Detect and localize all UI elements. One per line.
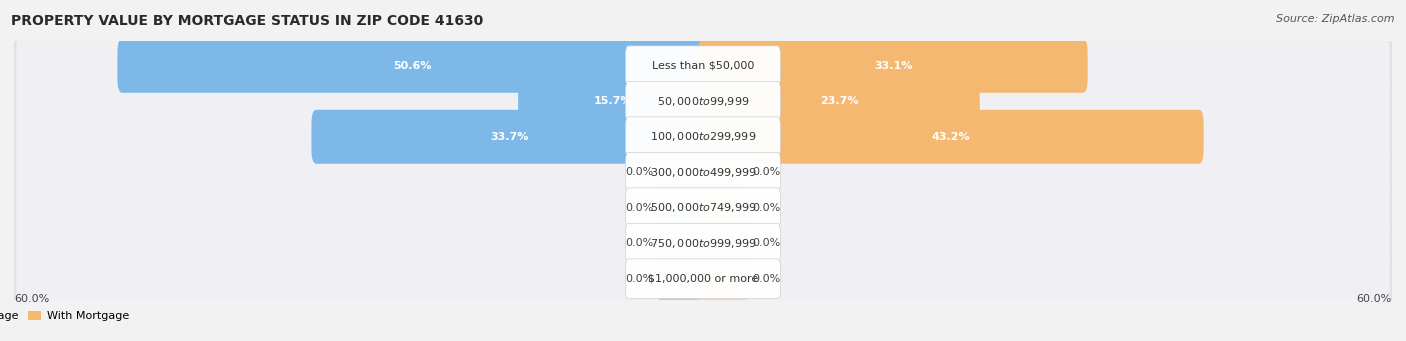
FancyBboxPatch shape	[626, 152, 780, 192]
Text: 0.0%: 0.0%	[626, 167, 654, 177]
FancyBboxPatch shape	[17, 75, 1389, 128]
Text: Source: ZipAtlas.com: Source: ZipAtlas.com	[1277, 14, 1395, 24]
Text: $300,000 to $499,999: $300,000 to $499,999	[650, 166, 756, 179]
FancyBboxPatch shape	[699, 216, 748, 270]
Text: 15.7%: 15.7%	[593, 96, 633, 106]
FancyBboxPatch shape	[626, 46, 780, 86]
FancyBboxPatch shape	[17, 146, 1389, 198]
Text: 0.0%: 0.0%	[626, 238, 654, 248]
Text: 0.0%: 0.0%	[626, 274, 654, 284]
Text: $750,000 to $999,999: $750,000 to $999,999	[650, 237, 756, 250]
FancyBboxPatch shape	[626, 81, 780, 121]
Text: $100,000 to $299,999: $100,000 to $299,999	[650, 130, 756, 143]
FancyBboxPatch shape	[658, 216, 707, 270]
FancyBboxPatch shape	[626, 259, 780, 299]
Text: 60.0%: 60.0%	[1357, 294, 1392, 304]
Text: 0.0%: 0.0%	[626, 203, 654, 213]
FancyBboxPatch shape	[13, 35, 1393, 96]
Text: 23.7%: 23.7%	[820, 96, 858, 106]
FancyBboxPatch shape	[699, 252, 748, 306]
Text: 43.2%: 43.2%	[932, 132, 970, 142]
FancyBboxPatch shape	[13, 248, 1393, 309]
FancyBboxPatch shape	[658, 181, 707, 235]
Text: $1,000,000 or more: $1,000,000 or more	[648, 274, 758, 284]
FancyBboxPatch shape	[699, 145, 748, 199]
Text: Less than $50,000: Less than $50,000	[652, 61, 754, 71]
Legend: Without Mortgage, With Mortgage: Without Mortgage, With Mortgage	[0, 306, 134, 326]
FancyBboxPatch shape	[626, 188, 780, 228]
Text: $50,000 to $99,999: $50,000 to $99,999	[657, 95, 749, 108]
Text: 0.0%: 0.0%	[752, 203, 780, 213]
FancyBboxPatch shape	[17, 252, 1389, 305]
FancyBboxPatch shape	[312, 110, 707, 164]
FancyBboxPatch shape	[13, 142, 1393, 203]
Text: PROPERTY VALUE BY MORTGAGE STATUS IN ZIP CODE 41630: PROPERTY VALUE BY MORTGAGE STATUS IN ZIP…	[11, 14, 484, 28]
FancyBboxPatch shape	[17, 181, 1389, 234]
FancyBboxPatch shape	[17, 110, 1389, 163]
FancyBboxPatch shape	[13, 213, 1393, 274]
FancyBboxPatch shape	[17, 217, 1389, 269]
FancyBboxPatch shape	[519, 74, 707, 128]
Text: 0.0%: 0.0%	[752, 167, 780, 177]
FancyBboxPatch shape	[658, 252, 707, 306]
FancyBboxPatch shape	[699, 110, 1204, 164]
FancyBboxPatch shape	[13, 106, 1393, 167]
Text: $500,000 to $749,999: $500,000 to $749,999	[650, 201, 756, 214]
Text: 0.0%: 0.0%	[752, 238, 780, 248]
FancyBboxPatch shape	[699, 74, 980, 128]
FancyBboxPatch shape	[117, 39, 707, 93]
Text: 33.7%: 33.7%	[491, 132, 529, 142]
FancyBboxPatch shape	[626, 223, 780, 263]
FancyBboxPatch shape	[13, 71, 1393, 132]
FancyBboxPatch shape	[658, 145, 707, 199]
FancyBboxPatch shape	[699, 39, 1088, 93]
FancyBboxPatch shape	[17, 40, 1389, 92]
FancyBboxPatch shape	[699, 181, 748, 235]
Text: 60.0%: 60.0%	[14, 294, 49, 304]
Text: 50.6%: 50.6%	[394, 61, 432, 71]
FancyBboxPatch shape	[13, 177, 1393, 238]
Text: 33.1%: 33.1%	[875, 61, 912, 71]
FancyBboxPatch shape	[626, 117, 780, 157]
Text: 0.0%: 0.0%	[752, 274, 780, 284]
